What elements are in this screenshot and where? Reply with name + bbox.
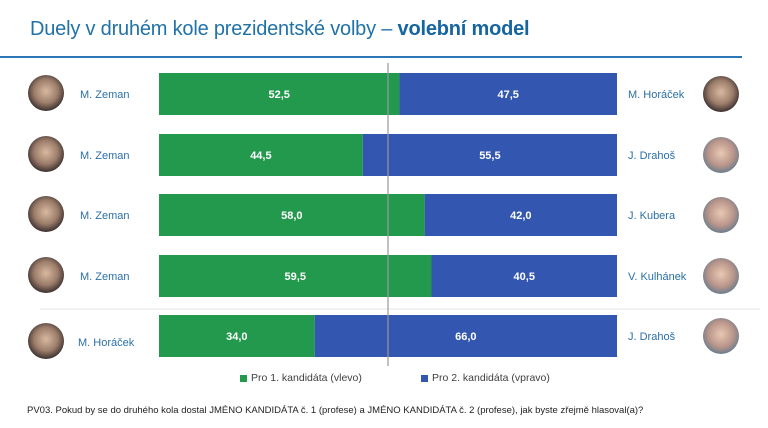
bar-label-left: 52,5 xyxy=(269,89,290,101)
candidate-name-left: M. Zeman xyxy=(80,210,130,222)
bar-label-left: 34,0 xyxy=(226,331,247,343)
candidate-photo-right xyxy=(703,318,739,354)
footnote: PV03. Pokud by se do druhého kola dostal… xyxy=(27,405,644,416)
title-regular: Duely v druhém kole prezidentské volby – xyxy=(30,18,398,40)
legend-item-left: Pro 1. kandidáta (vlevo) xyxy=(240,372,362,384)
bar-left xyxy=(159,194,425,236)
candidate-name-left: M. Zeman xyxy=(80,89,130,101)
legend-label-right: Pro 2. kandidáta (vpravo) xyxy=(432,372,550,384)
candidate-name-right: J. Drahoš xyxy=(628,150,676,162)
bar-label-left: 58,0 xyxy=(281,210,302,222)
candidate-photo-left xyxy=(28,75,64,111)
bar-left xyxy=(159,255,432,297)
page-title: Duely v druhém kole prezidentské volby –… xyxy=(30,18,530,41)
bar-right xyxy=(399,73,617,115)
bar-label-left: 44,5 xyxy=(250,150,271,162)
bar-label-right: 40,5 xyxy=(514,271,535,283)
candidate-photo-left xyxy=(28,323,64,359)
duel-row: 34,0 66,0 M. Horáček J. Drahoš xyxy=(28,315,739,359)
bar-left xyxy=(159,134,363,176)
bar-left xyxy=(159,315,315,357)
legend-swatch-blue xyxy=(421,374,428,382)
bar-left xyxy=(159,73,400,115)
candidate-name-right: V. Kulhánek xyxy=(628,271,687,283)
title-bold: volební model xyxy=(397,18,530,40)
candidate-photo-left xyxy=(28,257,64,293)
bar-label-left: 59,5 xyxy=(285,271,306,283)
duel-row: 52,5 47,5 M. Zeman M. Horáček xyxy=(28,73,739,115)
duel-row: 44,5 55,5 M. Zeman J. Drahoš xyxy=(28,134,739,176)
candidate-name-right: M. Horáček xyxy=(628,89,685,101)
duel-row: 58,0 42,0 M. Zeman J. Kubera xyxy=(28,194,739,236)
bar-right xyxy=(424,194,617,236)
candidate-name-left: M. Zeman xyxy=(80,150,130,162)
candidate-name-left: M. Zeman xyxy=(80,271,130,283)
candidate-name-right: J. Kubera xyxy=(628,210,676,222)
legend-item-right: Pro 2. kandidáta (vpravo) xyxy=(421,372,550,384)
bar-label-right: 47,5 xyxy=(498,89,519,101)
candidate-photo-left xyxy=(28,196,64,232)
duel-row: 59,5 40,5 M. Zeman V. Kulhánek xyxy=(28,255,739,297)
candidate-photo-right xyxy=(703,197,739,233)
bar-label-right: 66,0 xyxy=(455,331,476,343)
header-divider xyxy=(0,56,742,58)
legend-label-left: Pro 1. kandidáta (vlevo) xyxy=(251,372,362,384)
bar-right xyxy=(314,315,617,357)
legend-swatch-green xyxy=(240,374,247,382)
bar-right xyxy=(362,134,617,176)
candidate-photo-right xyxy=(703,258,739,294)
bar-right xyxy=(431,255,617,297)
bar-label-right: 42,0 xyxy=(510,210,531,222)
candidate-photo-left xyxy=(28,136,64,172)
candidate-name-right: J. Drahoš xyxy=(628,331,676,343)
bar-label-right: 55,5 xyxy=(479,150,500,162)
candidate-photo-right xyxy=(703,76,739,112)
candidate-photo-right xyxy=(703,137,739,173)
candidate-name-left: M. Horáček xyxy=(78,337,135,349)
